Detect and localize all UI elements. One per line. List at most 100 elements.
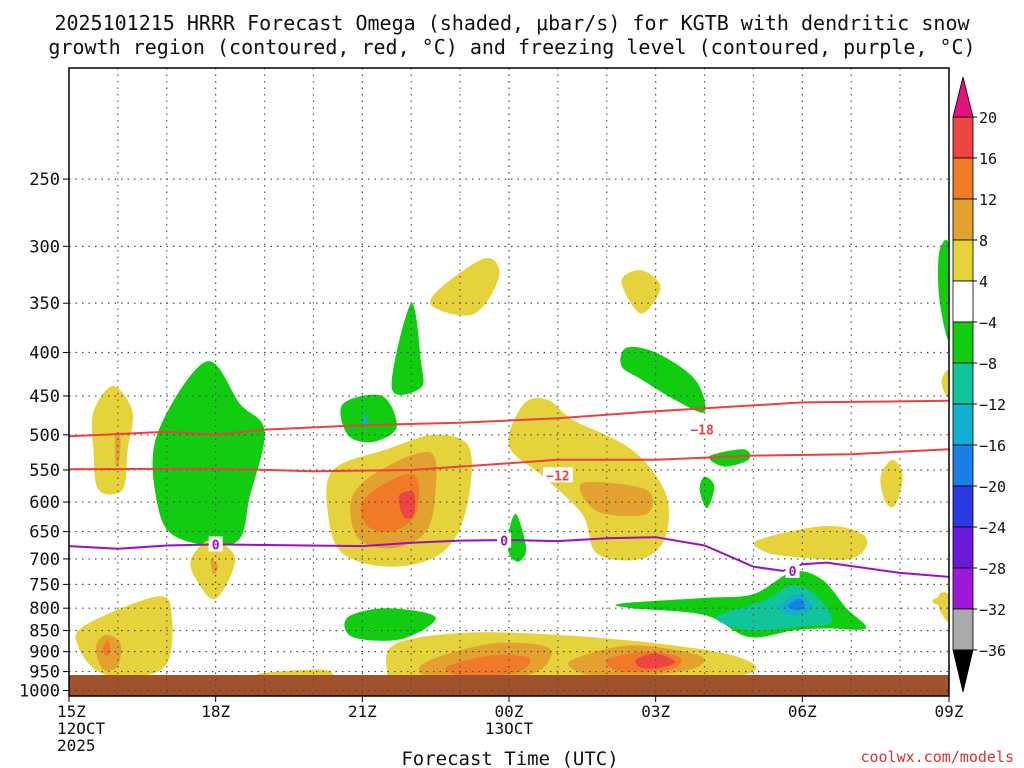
colorbar-tick-label: 16 (979, 150, 997, 168)
colorbar-segment (952, 608, 974, 651)
colorbar-tick-label: −28 (979, 560, 1006, 578)
colorbar-tick-label: 8 (979, 232, 988, 250)
colorbar-tick-label: −24 (979, 519, 1006, 537)
omega-region (430, 257, 500, 316)
colorbar-tick-label: −36 (979, 642, 1006, 660)
y-tick-label: 350 (29, 294, 60, 314)
colorbar-tick-label: −4 (979, 314, 997, 332)
contour-label: −18 (690, 424, 714, 439)
y-tick-label: 850 (29, 622, 60, 642)
omega-region (787, 598, 805, 611)
y-tick-label: 300 (29, 237, 60, 257)
colorbar-segment (952, 116, 974, 159)
colorbar-segment (952, 444, 974, 487)
colorbar-tick-label: −32 (979, 601, 1006, 619)
colorbar-tick-label: −8 (979, 355, 997, 373)
omega-region (938, 239, 949, 340)
colorbar-tick-label: 20 (979, 109, 997, 127)
y-tick-label: 1000 (19, 682, 60, 702)
colorbar-segment (952, 567, 974, 610)
y-tick-label: 650 (29, 523, 60, 543)
omega-shaded-regions (75, 239, 949, 686)
chart-title-line-1: 2025101215 HRRR Forecast Omega (shaded, … (54, 11, 970, 35)
colorbar-segment (952, 157, 974, 200)
omega-region (152, 361, 265, 546)
omega-region (579, 481, 653, 517)
y-tick-label: 750 (29, 575, 60, 595)
y-tick-label: 600 (29, 493, 60, 513)
omega-region (880, 459, 903, 508)
omega-region (340, 394, 397, 443)
contour-label-bg (785, 562, 800, 578)
x-tick-label: 15Z (57, 702, 86, 721)
x-tick-label: 03Z (641, 702, 670, 721)
omega-region (753, 525, 868, 561)
x-tick-label: 06Z (788, 702, 817, 721)
x-tick-label: 12OCT (57, 719, 106, 738)
contour-label-bg (497, 532, 512, 548)
freezing-level-line (69, 536, 949, 578)
credit-text: coolwx.com/models (860, 748, 1014, 766)
omega-region (91, 386, 134, 495)
colorbar-segment (952, 321, 974, 364)
omega-region (508, 398, 670, 561)
x-tick-label: 2025 (57, 736, 96, 755)
x-axis-label: Forecast Time (UTC) (401, 748, 618, 768)
contour-label-bg (208, 536, 223, 552)
omega-region (699, 476, 715, 509)
colorbar-over-triangle (952, 76, 974, 118)
x-tick-label: 21Z (348, 702, 377, 721)
omega-region (708, 449, 751, 467)
omega-region (621, 270, 661, 314)
x-tick-label: 18Z (201, 702, 230, 721)
y-tick-label: 700 (29, 550, 60, 570)
contour-label-bg (542, 467, 573, 483)
x-tick-label: 09Z (935, 702, 964, 721)
y-tick-label: 800 (29, 599, 60, 619)
y-tick-label: 550 (29, 461, 60, 481)
colorbar-tick-label: 4 (979, 273, 988, 291)
colorbar-segment (952, 362, 974, 405)
colorbar-segment (952, 403, 974, 446)
colorbar-tick-label: −12 (979, 396, 1006, 414)
omega-region (620, 346, 706, 413)
gridlines (69, 68, 949, 696)
y-tick-label: 950 (29, 663, 60, 683)
contour-label: 0 (789, 565, 797, 580)
contour-label-bg (687, 421, 718, 437)
contour-label: 0 (500, 535, 508, 550)
x-tick-label: 00Z (495, 702, 524, 721)
temperature-contours: −18 −12 0 0 0 (69, 399, 949, 580)
y-tick-label: 900 (29, 643, 60, 663)
x-tick-label: 13OCT (485, 719, 534, 738)
omega-region (507, 513, 527, 562)
colorbar-segment (952, 280, 974, 323)
colorbar-segment (952, 485, 974, 528)
y-tick-label: 400 (29, 343, 60, 363)
omega-region (210, 558, 219, 575)
omega-region (635, 653, 676, 669)
omega-region (391, 302, 424, 395)
y-tick-label: 250 (29, 170, 60, 190)
chart-title-line-2: growth region (contoured, red, °C) and f… (48, 35, 975, 59)
colorbar-tick-label: −20 (979, 478, 1006, 496)
omega-region (344, 608, 436, 641)
colorbar-tick-label: 12 (979, 191, 997, 209)
omega-region (932, 596, 949, 607)
omega-region (941, 369, 949, 398)
colorbar-under-triangle (952, 649, 974, 693)
y-tick-label: 500 (29, 426, 60, 446)
omega-region (362, 411, 368, 428)
dgz-contour-line (69, 399, 949, 438)
colorbar-segment (952, 198, 974, 241)
dgz-contour-line (69, 448, 949, 473)
colorbar-segment (952, 239, 974, 282)
contour-label: 0 (212, 538, 220, 553)
y-tick-label: 450 (29, 387, 60, 407)
colorbar: 20 16 12 8 4 −4 −8 −12 −16 −20 −24 −28 −32 −36 (952, 76, 1006, 693)
colorbar-segment (952, 526, 974, 569)
omega-region (114, 432, 121, 467)
colorbar-tick-label: −16 (979, 437, 1006, 455)
